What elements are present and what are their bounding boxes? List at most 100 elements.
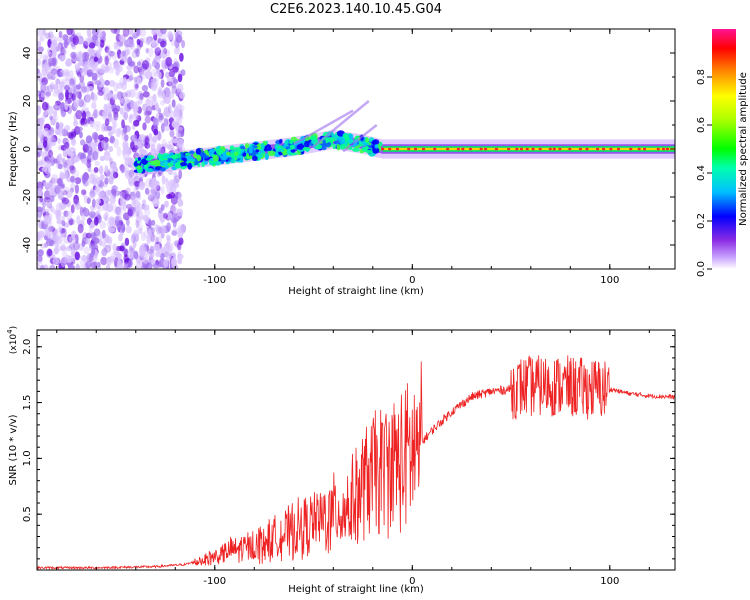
heatmap-cell bbox=[531, 147, 535, 151]
heatmap-cell bbox=[136, 202, 143, 213]
heatmap-cell bbox=[120, 165, 127, 173]
heatmap-cell bbox=[99, 174, 105, 180]
heatmap-cell bbox=[45, 208, 50, 216]
heatmap-cell bbox=[552, 147, 556, 151]
heatmap-cell bbox=[132, 239, 137, 249]
heatmap-cell bbox=[65, 210, 73, 221]
heatmap-cell bbox=[239, 145, 246, 150]
heatmap-cell bbox=[142, 122, 147, 131]
heatmap-cell bbox=[166, 81, 174, 87]
heatmap-cell bbox=[178, 108, 183, 118]
heatmap-cell bbox=[139, 180, 144, 187]
heatmap-cell bbox=[81, 254, 88, 262]
heatmap-cell bbox=[70, 51, 77, 59]
heatmap-cell bbox=[95, 198, 102, 204]
heatmap-cell bbox=[37, 230, 45, 239]
heatmap-cell bbox=[90, 231, 95, 242]
heatmap-cell bbox=[106, 125, 113, 132]
heatmap-cell bbox=[111, 185, 119, 192]
heatmap-cell bbox=[147, 95, 154, 102]
heatmap-cell bbox=[155, 190, 161, 201]
heatmap-cell bbox=[120, 163, 125, 174]
heatmap-cell bbox=[37, 187, 43, 197]
heatmap-cell bbox=[64, 141, 70, 149]
heatmap-cell bbox=[260, 142, 265, 150]
heatmap-cell bbox=[77, 52, 83, 61]
heatmap-cell bbox=[111, 103, 117, 112]
heatmap-cell bbox=[64, 101, 69, 111]
heatmap-cell bbox=[49, 131, 55, 141]
heatmap-cell bbox=[64, 125, 71, 131]
heatmap-cell bbox=[133, 145, 139, 151]
heatmap-cell bbox=[89, 173, 96, 184]
heatmap-cell bbox=[105, 67, 109, 73]
heatmap-cell bbox=[100, 139, 106, 149]
heatmap-cell bbox=[157, 90, 165, 99]
heatmap-cell bbox=[284, 141, 289, 145]
heatmap-cell bbox=[107, 66, 115, 74]
snr-x-ticks: -100 0 100 bbox=[56, 330, 650, 587]
colorbar-tick-label: 0.0 bbox=[696, 261, 707, 277]
heatmap-cell bbox=[107, 176, 113, 183]
heatmap-cell bbox=[73, 120, 79, 127]
heatmap-cell bbox=[135, 83, 139, 89]
heatmap-cell bbox=[130, 101, 138, 110]
heatmap-cell bbox=[37, 29, 44, 37]
heatmap-cell bbox=[94, 185, 100, 193]
heatmap-cell bbox=[74, 177, 82, 185]
heatmap-cell bbox=[85, 93, 92, 104]
heatmap-cell bbox=[66, 190, 73, 198]
heatmap-cell bbox=[41, 101, 48, 111]
heatmap-cell bbox=[149, 160, 158, 166]
heatmap-cell bbox=[137, 98, 143, 105]
heatmap-cell bbox=[74, 184, 80, 194]
y-tick-label: 20 bbox=[22, 95, 33, 108]
heatmap-cell bbox=[56, 209, 62, 217]
heatmap-cell bbox=[85, 260, 92, 269]
heatmap-cell bbox=[75, 109, 83, 120]
heatmap-cell bbox=[57, 153, 63, 162]
heatmap-cell bbox=[456, 147, 460, 151]
heatmap-cell bbox=[75, 263, 80, 269]
heatmap-cell bbox=[51, 137, 57, 147]
heatmap-cell bbox=[461, 147, 465, 151]
heatmap-cell bbox=[145, 47, 150, 54]
heatmap-cell bbox=[189, 150, 195, 155]
heatmap-cell bbox=[51, 68, 58, 76]
heatmap-cell bbox=[57, 126, 64, 137]
heatmap-cell bbox=[109, 135, 116, 144]
heatmap-cell bbox=[100, 256, 108, 266]
heatmap-cell bbox=[616, 147, 621, 151]
heatmap-cell bbox=[93, 254, 98, 262]
heatmap-cell bbox=[60, 231, 65, 238]
heatmap-cell bbox=[84, 37, 91, 47]
heatmap-cell bbox=[47, 249, 53, 257]
heatmap-cell bbox=[135, 220, 140, 228]
heatmap-cell bbox=[37, 206, 43, 213]
heatmap-cell bbox=[64, 59, 72, 67]
heatmap-cell bbox=[41, 166, 48, 172]
heatmap-cell bbox=[176, 208, 184, 217]
heatmap-cell bbox=[171, 230, 178, 237]
heatmap-cell bbox=[149, 179, 157, 190]
heatmap-cell bbox=[93, 228, 101, 237]
heatmap-cell bbox=[62, 34, 69, 42]
heatmap-cell bbox=[122, 29, 130, 37]
heatmap-cell bbox=[166, 193, 172, 200]
heatmap-cell bbox=[56, 35, 64, 43]
heatmap-cell bbox=[585, 147, 589, 151]
heatmap-cell bbox=[104, 55, 109, 66]
heatmap-cell bbox=[76, 215, 81, 225]
heatmap-cell bbox=[302, 147, 311, 151]
heatmap-cell bbox=[43, 109, 48, 117]
heatmap-cell bbox=[86, 197, 91, 204]
heatmap-cell bbox=[220, 154, 228, 161]
heatmap-cell bbox=[43, 214, 49, 225]
heatmap-cell bbox=[152, 198, 160, 208]
heatmap-cell bbox=[55, 100, 61, 106]
heatmap-cell bbox=[87, 85, 94, 92]
heatmap-cell bbox=[133, 180, 141, 187]
heatmap-cell bbox=[180, 69, 186, 76]
x-tick-label: 100 bbox=[600, 576, 619, 587]
heatmap-cell bbox=[156, 131, 163, 141]
